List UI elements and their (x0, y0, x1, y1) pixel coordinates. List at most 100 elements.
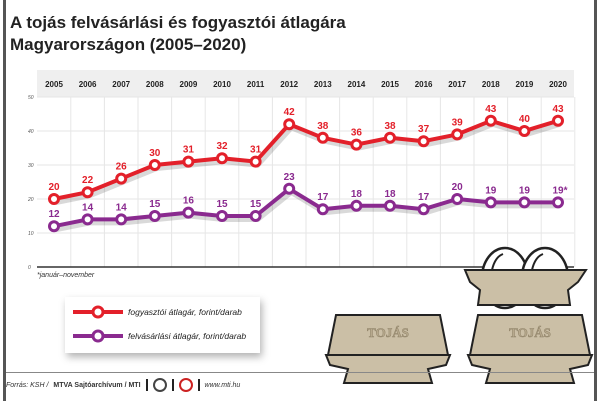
data-point (552, 114, 564, 127)
data-point (518, 125, 531, 137)
carton-label: TOJÁS (367, 325, 409, 340)
data-label: 43 (485, 104, 497, 115)
header-band (37, 70, 574, 97)
data-label: 15 (149, 199, 161, 210)
x-tick-label: 2012 (280, 80, 298, 89)
data-point (249, 210, 262, 222)
separator (145, 379, 148, 391)
egg-highlight (531, 253, 544, 271)
data-label: 42 (284, 107, 296, 118)
mti-logo-icon (178, 378, 193, 392)
x-tick-label: 2017 (448, 80, 466, 89)
data-point (384, 199, 396, 212)
chart-title: A tojás felvásárlási és fogyasztói átlag… (10, 13, 346, 54)
mtva-logo-icon (152, 378, 167, 392)
series-line (53, 186, 558, 229)
data-label: 32 (216, 141, 228, 152)
data-label: 31 (250, 145, 262, 156)
y-tick-label: 30 (28, 163, 34, 169)
data-point (518, 196, 531, 209)
x-tick-label: 2005 (45, 80, 63, 89)
data-point (451, 128, 464, 141)
source-agency: MTVA Sajtóarchívum / MTI (53, 381, 141, 389)
data-point (316, 131, 329, 144)
data-point (350, 199, 363, 212)
separator (197, 379, 200, 391)
data-point (148, 210, 161, 222)
data-point (115, 213, 128, 226)
data-label: 31 (183, 145, 195, 156)
data-point (417, 203, 430, 216)
egg-highlight (491, 253, 504, 271)
y-tick-label: 50 (28, 95, 34, 101)
x-tick-label: 2018 (482, 80, 500, 89)
x-tick-label: 2006 (79, 80, 97, 89)
x-tick-label: 2016 (415, 80, 433, 89)
legend-marker (91, 305, 105, 319)
legend-label: fogyasztói átlagár, forint/darab (128, 307, 242, 317)
x-tick-label: 2007 (112, 80, 130, 89)
data-point (182, 155, 195, 168)
data-label: 43 (552, 104, 564, 115)
data-label: 19* (552, 185, 567, 196)
y-tick-label: 0 (28, 265, 31, 271)
y-tick-label: 20 (27, 197, 34, 203)
x-tick-label: 2010 (213, 80, 231, 89)
data-point (81, 186, 94, 199)
data-point (148, 159, 161, 171)
data-label: 36 (351, 128, 363, 139)
data-point (182, 206, 195, 219)
egg-carton-icon (463, 269, 588, 306)
data-point (350, 138, 363, 151)
x-tick-label: 2009 (180, 80, 198, 89)
x-tick-label: 2019 (516, 80, 534, 89)
data-point (216, 210, 228, 222)
data-point (316, 203, 329, 216)
data-point (48, 193, 60, 205)
x-tick-label: 2013 (314, 80, 332, 89)
data-label: 14 (116, 202, 128, 213)
data-point (48, 220, 60, 233)
data-point (417, 135, 430, 148)
x-tick-label: 2015 (381, 80, 399, 89)
legend-box (65, 297, 260, 353)
data-point (552, 196, 564, 209)
data-label: 30 (149, 148, 161, 159)
data-point (283, 118, 296, 131)
series-line (53, 118, 559, 201)
carton-label: TOJÁS (509, 325, 551, 340)
data-label: 12 (48, 209, 60, 220)
y-tick-label: 40 (28, 129, 34, 135)
footnote: *január–november (37, 272, 95, 279)
footer: Forrás: KSH / MTVA Sajtóarchívum / MTI w… (6, 378, 240, 392)
x-tick-label: 2008 (146, 80, 164, 89)
data-point (484, 114, 497, 127)
data-point (115, 172, 128, 185)
data-label: 38 (384, 121, 396, 132)
frame (3, 0, 597, 401)
separator (171, 379, 174, 391)
egg-carton-base (466, 354, 594, 384)
data-label: 18 (384, 189, 396, 200)
data-label: 17 (317, 192, 329, 203)
data-label: 16 (183, 196, 195, 207)
legend-label: felvásárlási átlagár, forint/darab (128, 331, 246, 341)
data-point (81, 213, 94, 226)
data-point (249, 155, 262, 168)
data-label: 20 (452, 182, 464, 193)
x-tick-label: 2011 (247, 80, 265, 89)
data-label: 23 (284, 172, 296, 183)
data-label: 40 (519, 114, 531, 125)
y-tick-label: 10 (28, 231, 34, 237)
data-point (484, 196, 497, 209)
data-point (384, 131, 396, 144)
data-label: 19 (485, 185, 497, 196)
source-url[interactable]: www.mti.hu (204, 381, 241, 389)
data-point (451, 193, 464, 205)
data-label: 17 (418, 192, 430, 203)
data-label: 19 (519, 185, 531, 196)
data-label: 20 (48, 182, 60, 193)
series-shadow (55, 120, 561, 205)
data-label: 37 (418, 124, 430, 135)
